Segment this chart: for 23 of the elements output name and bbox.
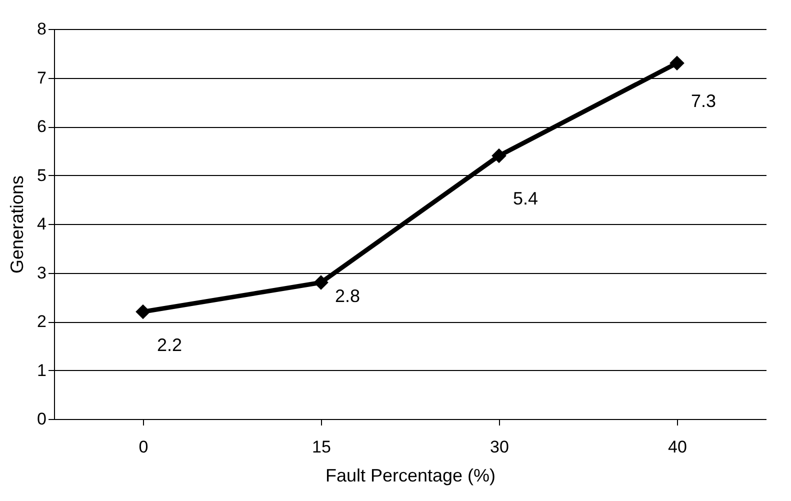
y-tick-label: 6 [37, 117, 46, 136]
data-label: 7.3 [691, 91, 716, 112]
x-axis-title: Fault Percentage (%) [325, 466, 496, 486]
x-tick-label: 40 [668, 438, 687, 456]
x-tick-label: 15 [312, 438, 331, 456]
data-label: 5.4 [513, 188, 538, 209]
y-tick-label: 7 [37, 68, 46, 88]
y-tick-label: 3 [37, 263, 46, 282]
point [314, 275, 328, 290]
y-tick-label: 4 [37, 214, 46, 234]
data-label: 2.8 [335, 286, 360, 306]
point [670, 56, 684, 71]
y-tick-label: 1 [37, 360, 46, 380]
y-tick-label: 8 [37, 20, 46, 38]
point [492, 148, 506, 164]
y-tick-label: 0 [37, 410, 46, 428]
y-tick-label: 5 [37, 166, 46, 185]
y-tick-label: 2 [37, 312, 46, 331]
data-label: 2.2 [157, 334, 182, 355]
y-axis-title: Generations [7, 175, 28, 274]
point [136, 304, 150, 320]
x-tick-label: 30 [490, 438, 509, 456]
x-tick-label: 0 [138, 438, 148, 456]
